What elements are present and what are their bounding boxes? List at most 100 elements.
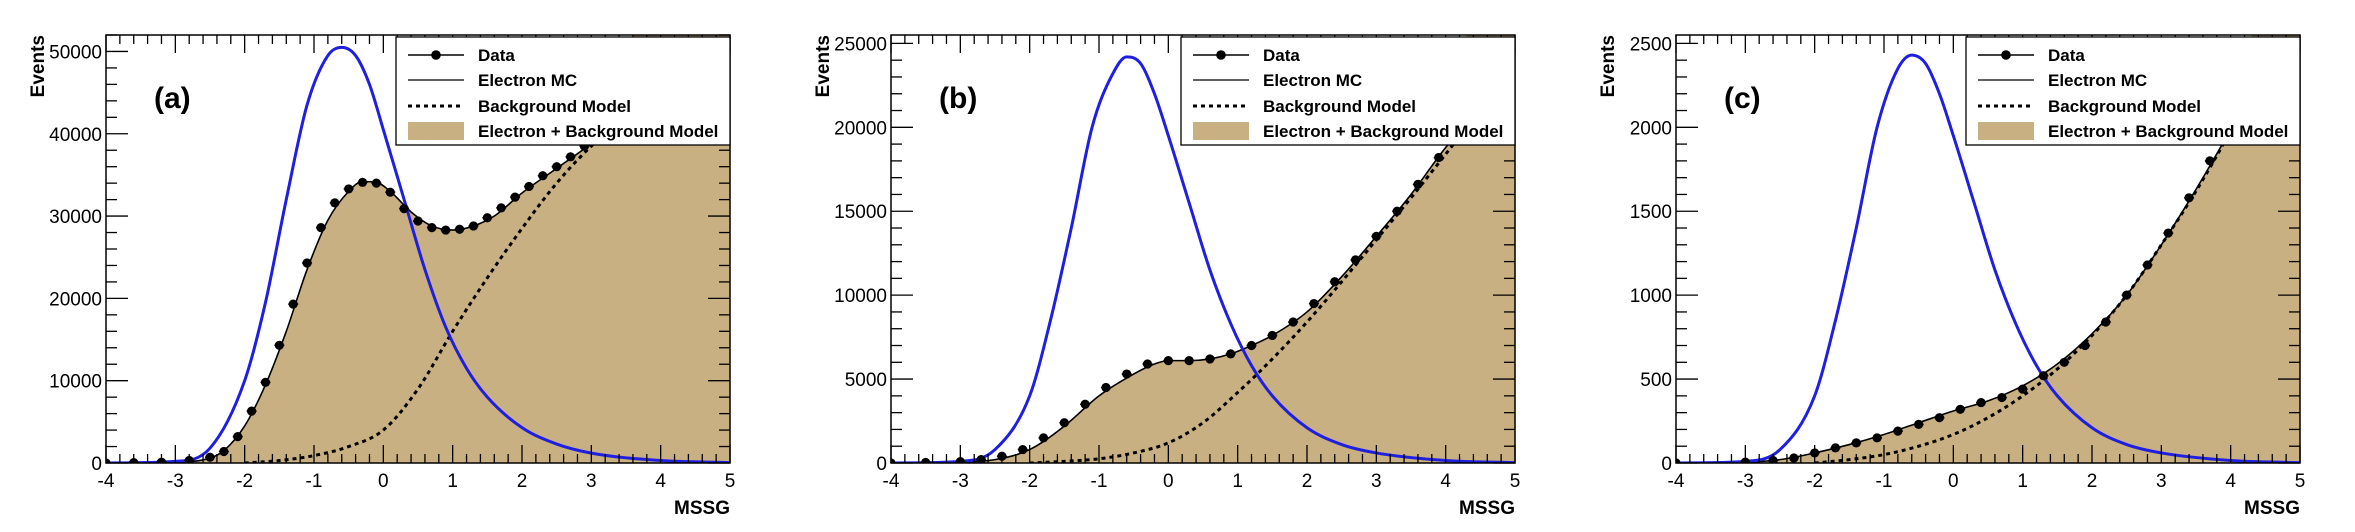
data-point xyxy=(1934,413,1945,423)
data-point xyxy=(344,184,354,194)
data-point xyxy=(1914,419,1924,429)
data-point xyxy=(1184,356,1194,366)
y-tick-label: 10000 xyxy=(49,372,102,393)
x-tick-label: -4 xyxy=(98,471,115,492)
data-point xyxy=(1330,277,1340,287)
x-tick-label: 5 xyxy=(725,471,736,492)
data-point xyxy=(1267,330,1277,341)
data-point xyxy=(1142,359,1153,369)
y-tick-label: 2500 xyxy=(1630,34,1672,55)
background-model-line xyxy=(244,116,627,463)
x-tick-label: -1 xyxy=(1876,471,1893,492)
data-point xyxy=(1976,397,1986,408)
panel-label: (b) xyxy=(939,82,977,115)
data-point xyxy=(1955,404,1965,414)
data-point xyxy=(1122,369,1132,379)
data-point xyxy=(1413,179,1423,189)
legend-data-label: Data xyxy=(1263,46,1300,65)
legend-data-marker xyxy=(1216,50,1226,60)
legend-combined-label: Electron + Background Model xyxy=(2048,122,2288,141)
legend-background-label: Background Model xyxy=(478,97,631,116)
x-tick-label: -3 xyxy=(167,471,184,492)
data-point xyxy=(316,223,326,233)
data-point xyxy=(976,455,986,463)
x-tick-label: 1 xyxy=(1232,471,1243,492)
legend-combined-label: Electron + Background Model xyxy=(478,122,718,141)
x-tick-label: -1 xyxy=(306,471,323,492)
electron-mc-line xyxy=(891,55,1515,463)
legend-mc-label: Electron MC xyxy=(478,71,577,90)
y-tick-label: 1000 xyxy=(1630,286,1672,307)
data-point xyxy=(441,225,451,235)
plot-area xyxy=(106,35,730,463)
data-point xyxy=(1997,392,2007,403)
data-point xyxy=(371,178,381,188)
y-tick-label: 20000 xyxy=(49,289,102,310)
y-tick-label: 30000 xyxy=(49,207,102,228)
data-point xyxy=(1434,152,1444,163)
data-point xyxy=(233,432,243,442)
data-point xyxy=(2080,340,2090,351)
data-point xyxy=(1018,444,1028,455)
y-tick-label: 0 xyxy=(91,454,102,475)
legend-data-label: Data xyxy=(2048,46,2085,65)
data-point xyxy=(2101,317,2111,327)
data-point xyxy=(2038,371,2049,381)
plot-frame xyxy=(1675,34,2301,464)
data-point xyxy=(274,340,284,350)
legend-data-marker xyxy=(431,50,441,60)
data-point xyxy=(205,452,215,462)
data-point xyxy=(1101,382,1111,393)
chart-panel-b: -4 -3 -2 -1 0 1 2 3 4 5 0 5000 10000 15000 20000 25000 M… xyxy=(813,34,1521,519)
y-tick-label: 10000 xyxy=(834,286,887,307)
data-point xyxy=(538,171,548,181)
x-tick-label: -2 xyxy=(236,471,253,492)
x-tick-label: -3 xyxy=(952,471,969,492)
data-point xyxy=(1789,453,1799,463)
y-tick-label: 40000 xyxy=(49,125,102,146)
legend-background-label: Background Model xyxy=(2048,97,2201,116)
electron-mc-line xyxy=(1676,53,2300,463)
data-point xyxy=(921,457,931,463)
x-tick-label: 0 xyxy=(378,471,389,492)
combined-model-fill xyxy=(891,35,1515,463)
data-point xyxy=(1893,426,1903,436)
data-point xyxy=(565,152,576,162)
legend-data-label: Data xyxy=(478,46,515,65)
data-point xyxy=(1392,206,1402,216)
x-tick-label: 2 xyxy=(1302,471,1313,492)
data-point xyxy=(1246,340,1257,351)
legend-mc-label: Electron MC xyxy=(1263,71,1362,90)
legend-data-marker xyxy=(2001,50,2011,60)
data-point xyxy=(1371,231,1381,242)
data-point xyxy=(468,221,479,231)
data-point xyxy=(2163,228,2173,238)
x-tick-label: 4 xyxy=(2225,471,2236,492)
data-point xyxy=(496,203,506,213)
x-tick-label: 5 xyxy=(1510,471,1521,492)
data-point xyxy=(247,406,257,416)
data-point xyxy=(288,299,298,309)
data-point xyxy=(1676,458,1681,463)
data-point xyxy=(2142,260,2153,270)
data-point xyxy=(413,216,423,226)
data-point xyxy=(1872,433,1882,443)
data-point xyxy=(1226,349,1236,359)
data-point xyxy=(1851,438,1861,448)
y-tick-label: 0 xyxy=(1661,454,1672,475)
data-point xyxy=(1080,399,1090,409)
y-tick-label: 2000 xyxy=(1630,118,1672,139)
data-point xyxy=(106,458,111,463)
x-tick-label: -2 xyxy=(1021,471,1038,492)
x-axis-title: MSSG xyxy=(1459,498,1515,519)
data-point xyxy=(1038,433,1049,443)
y-tick-label: 25000 xyxy=(834,34,887,55)
data-point xyxy=(1350,255,1361,265)
chart-panel-a: -4 -3 -2 -1 0 1 2 3 4 5 0 10000 20000 30000 40000 50000… xyxy=(28,34,736,519)
x-tick-label: 2 xyxy=(517,471,528,492)
y-tick-label: 15000 xyxy=(834,202,887,223)
data-point xyxy=(1205,354,1215,364)
x-tick-label: -4 xyxy=(1668,471,1685,492)
y-tick-label: 20000 xyxy=(834,118,887,139)
